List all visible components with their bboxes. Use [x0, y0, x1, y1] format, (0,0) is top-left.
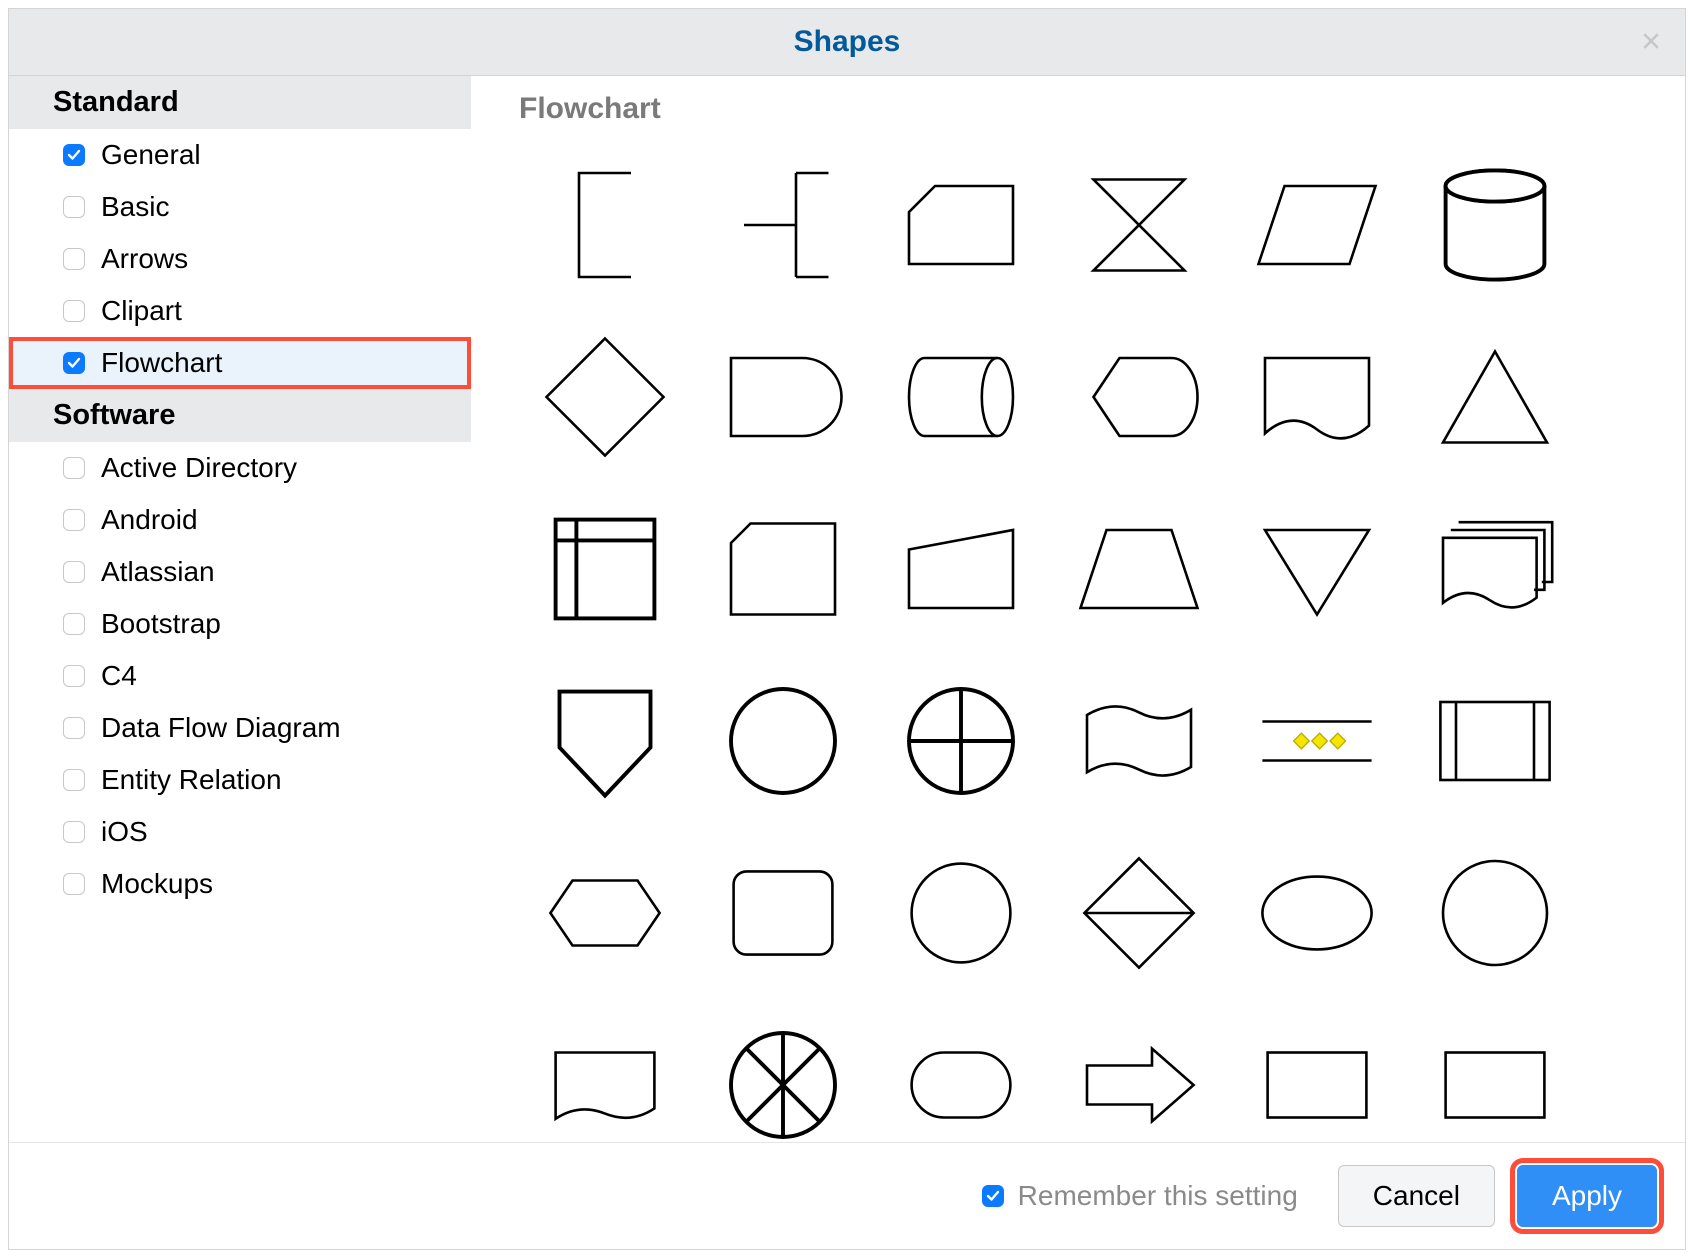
shape-trapezoid[interactable] — [1053, 488, 1225, 650]
sidebar-item-label: Clipart — [101, 295, 182, 327]
shape-circle-cross[interactable] — [875, 660, 1047, 822]
sidebar-item-label: Data Flow Diagram — [101, 712, 341, 744]
shape-rect-plain-2[interactable] — [1409, 1004, 1581, 1142]
shape-sort-diamond[interactable] — [1053, 832, 1225, 994]
shape-internal-storage[interactable] — [519, 488, 691, 650]
shape-parallelogram[interactable] — [1231, 144, 1403, 306]
dialog-title: Shapes — [794, 25, 901, 59]
shape-rect-plain[interactable] — [1231, 1004, 1403, 1142]
sidebar-item-ios[interactable]: iOS — [9, 806, 471, 858]
shape-document[interactable] — [1231, 316, 1403, 478]
sidebar-item-label: Entity Relation — [101, 764, 282, 796]
shape-rounded-rect-3[interactable] — [875, 1004, 1047, 1142]
cancel-button[interactable]: Cancel — [1338, 1165, 1495, 1227]
shape-ellipse[interactable] — [1231, 832, 1403, 994]
shape-circle-connector[interactable] — [697, 660, 869, 822]
checkbox[interactable] — [63, 457, 85, 479]
dialog-footer: Remember this setting Cancel Apply — [9, 1142, 1685, 1249]
checkbox[interactable] — [63, 717, 85, 739]
checkbox[interactable] — [63, 144, 85, 166]
shape-annotation-fork[interactable] — [697, 144, 869, 306]
sidebar-item-label: Android — [101, 504, 198, 536]
shape-annotation-open[interactable] — [519, 144, 691, 306]
sidebar-item-label: Bootstrap — [101, 608, 221, 640]
shape-display[interactable] — [1053, 316, 1225, 478]
remember-setting[interactable]: Remember this setting — [982, 1180, 1298, 1212]
checkbox[interactable] — [63, 352, 85, 374]
sidebar-item-label: Basic — [101, 191, 169, 223]
remember-checkbox[interactable] — [982, 1185, 1004, 1207]
sidebar-item-basic[interactable]: Basic — [9, 181, 471, 233]
sidebar-item-active-directory[interactable]: Active Directory — [9, 442, 471, 494]
shape-decision-diamond[interactable] — [519, 316, 691, 478]
sidebar-item-label: Flowchart — [101, 347, 222, 379]
checkbox[interactable] — [63, 561, 85, 583]
shape-rounded-rect[interactable] — [697, 832, 869, 994]
sidebar-item-entity-relation[interactable]: Entity Relation — [9, 754, 471, 806]
sidebar-item-label: Atlassian — [101, 556, 215, 588]
dialog-body: Standard General Basic Arrows Clipart Flowcha… — [9, 76, 1685, 1142]
checkbox[interactable] — [63, 300, 85, 322]
sidebar-item-bootstrap[interactable]: Bootstrap — [9, 598, 471, 650]
sidebar-item-label: C4 — [101, 660, 137, 692]
shape-card[interactable] — [875, 144, 1047, 306]
checkbox[interactable] — [63, 509, 85, 531]
checkbox[interactable] — [63, 769, 85, 791]
shape-circle-x[interactable] — [697, 1004, 869, 1142]
checkbox[interactable] — [63, 665, 85, 687]
shape-arrow-right[interactable] — [1053, 1004, 1225, 1142]
checkbox[interactable] — [63, 613, 85, 635]
section-header: Standard — [9, 76, 471, 129]
sidebar-item-mockups[interactable]: Mockups — [9, 858, 471, 910]
sidebar-item-label: General — [101, 139, 201, 171]
sidebar-item-label: Arrows — [101, 243, 188, 275]
shapes-dialog: Shapes × Standard General Basic Arrows Clipa… — [8, 8, 1686, 1250]
shape-database[interactable] — [1409, 144, 1581, 306]
sidebar-item-c4[interactable]: C4 — [9, 650, 471, 702]
shape-wave-flag[interactable] — [1053, 660, 1225, 822]
shape-rounded-rect-2[interactable] — [519, 1004, 691, 1142]
section-header: Software — [9, 389, 471, 442]
checkbox[interactable] — [63, 821, 85, 843]
shape-category-sidebar[interactable]: Standard General Basic Arrows Clipart Flowcha… — [9, 76, 471, 1142]
shape-collate[interactable] — [1053, 144, 1225, 306]
shape-dotted-diamonds[interactable] — [1231, 660, 1403, 822]
checkbox[interactable] — [63, 248, 85, 270]
shape-manual-input[interactable] — [875, 488, 1047, 650]
shape-card-snip[interactable] — [697, 488, 869, 650]
preview-title: Flowchart — [519, 92, 1661, 126]
shape-triangle-up[interactable] — [1409, 316, 1581, 478]
shape-predefined-process[interactable] — [1409, 660, 1581, 822]
shape-circle-plain[interactable] — [875, 832, 1047, 994]
checkbox[interactable] — [63, 196, 85, 218]
shape-triangle-down[interactable] — [1231, 488, 1403, 650]
sidebar-item-label: Active Directory — [101, 452, 297, 484]
shape-offpage-down[interactable] — [519, 660, 691, 822]
shape-multi-document[interactable] — [1409, 488, 1581, 650]
shape-circle-large[interactable] — [1409, 832, 1581, 994]
sidebar-item-flowchart[interactable]: Flowchart — [9, 337, 471, 389]
sidebar-item-clipart[interactable]: Clipart — [9, 285, 471, 337]
sidebar-item-atlassian[interactable]: Atlassian — [9, 546, 471, 598]
sidebar-item-label: iOS — [101, 816, 148, 848]
checkbox[interactable] — [63, 873, 85, 895]
dialog-header: Shapes × — [9, 9, 1685, 76]
sidebar-item-general[interactable]: General — [9, 129, 471, 181]
shape-hexagon[interactable] — [519, 832, 691, 994]
sidebar-item-arrows[interactable]: Arrows — [9, 233, 471, 285]
shape-direct-data[interactable] — [875, 316, 1047, 478]
apply-button[interactable]: Apply — [1517, 1165, 1657, 1227]
shape-grid — [519, 144, 1661, 1142]
shape-delay[interactable] — [697, 316, 869, 478]
remember-label: Remember this setting — [1018, 1180, 1298, 1212]
sidebar-item-label: Mockups — [101, 868, 213, 900]
sidebar-item-android[interactable]: Android — [9, 494, 471, 546]
close-icon[interactable]: × — [1641, 23, 1661, 62]
sidebar-item-data-flow-diagram[interactable]: Data Flow Diagram — [9, 702, 471, 754]
shape-preview-panel[interactable]: Flowchart — [471, 76, 1685, 1142]
